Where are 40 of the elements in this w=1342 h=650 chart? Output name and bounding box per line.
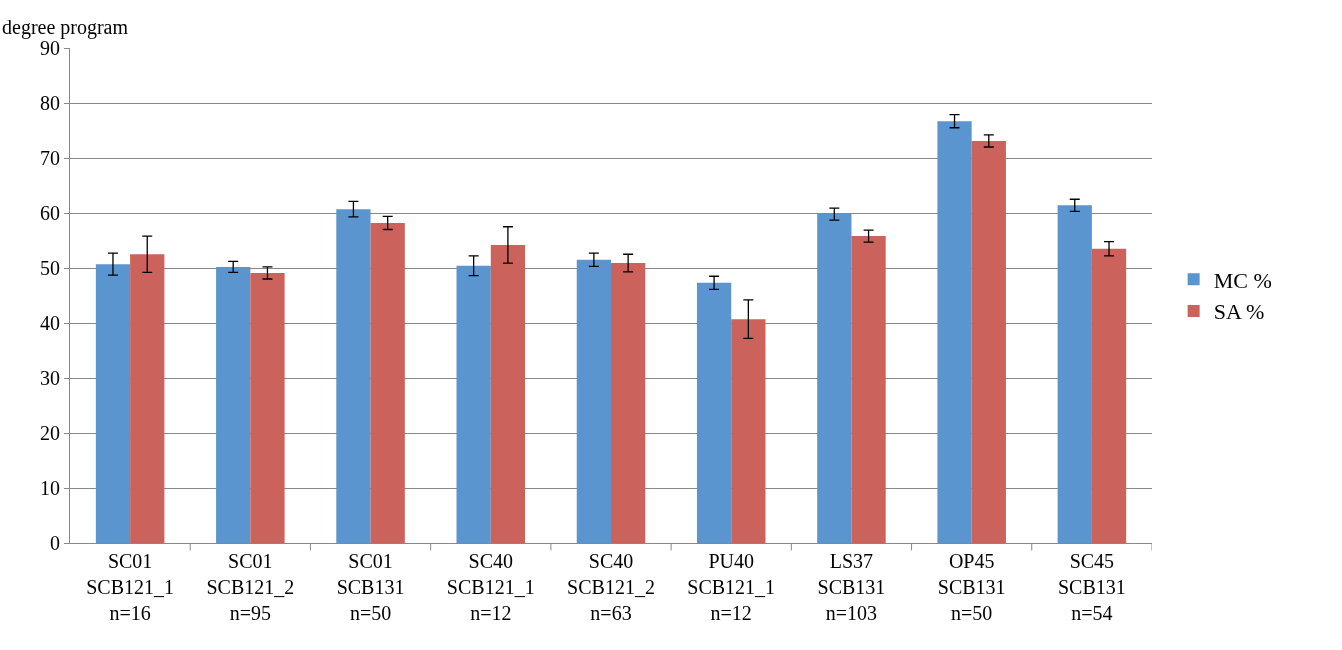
- bar: [95, 264, 131, 543]
- bar: [216, 266, 251, 543]
- x-tick-label: SC40 SCB121_2 n=63: [567, 550, 655, 624]
- bar: [456, 265, 491, 543]
- bar: [731, 319, 766, 543]
- y-tick-label: 0: [50, 532, 60, 554]
- legend-label: MC %: [1213, 267, 1272, 293]
- x-tick-label: SC45 SCB131 n=54: [1057, 550, 1126, 624]
- bar: [1091, 248, 1127, 543]
- x-tick-label: SC01 SCB121_1 n=16: [86, 550, 175, 624]
- y-tick-label: 10: [40, 477, 60, 499]
- y-tick-label: 90: [40, 37, 60, 59]
- x-tick-label: LS37 SCB131 n=103: [817, 550, 886, 624]
- x-tick-label: PU40 SCB121_1 n=12: [687, 550, 776, 624]
- bar: [370, 222, 405, 543]
- bar: [336, 209, 371, 543]
- bar: [490, 244, 526, 543]
- x-tick-label: SC40 SCB121_1 n=12: [446, 550, 535, 624]
- bar: [250, 272, 285, 543]
- y-tick-label: 70: [40, 147, 60, 169]
- bar: [971, 140, 1006, 543]
- y-tick-label: 30: [40, 367, 60, 389]
- legend-label: SA %: [1213, 299, 1265, 325]
- y-tick-label: 50: [40, 257, 60, 279]
- x-tick-label: SC01 SCB131 n=50: [336, 550, 405, 624]
- x-tick-label: SC01 SCB121_2 n=95: [206, 550, 295, 624]
- bar: [696, 282, 732, 543]
- y-tick-label: 60: [40, 202, 60, 224]
- text: degree program: [2, 16, 129, 39]
- bar: [1057, 205, 1092, 543]
- bar: [611, 263, 646, 543]
- x-tick-label: OP45 SCB131 n=50: [937, 550, 1006, 624]
- y-tick-label: 80: [40, 92, 60, 114]
- bar: [937, 121, 972, 543]
- y-tick-label: 40: [40, 312, 60, 334]
- bar: [817, 214, 852, 543]
- bar: [851, 236, 886, 543]
- bar: [576, 259, 611, 543]
- bar: [130, 254, 165, 543]
- y-tick-label: 20: [40, 422, 60, 444]
